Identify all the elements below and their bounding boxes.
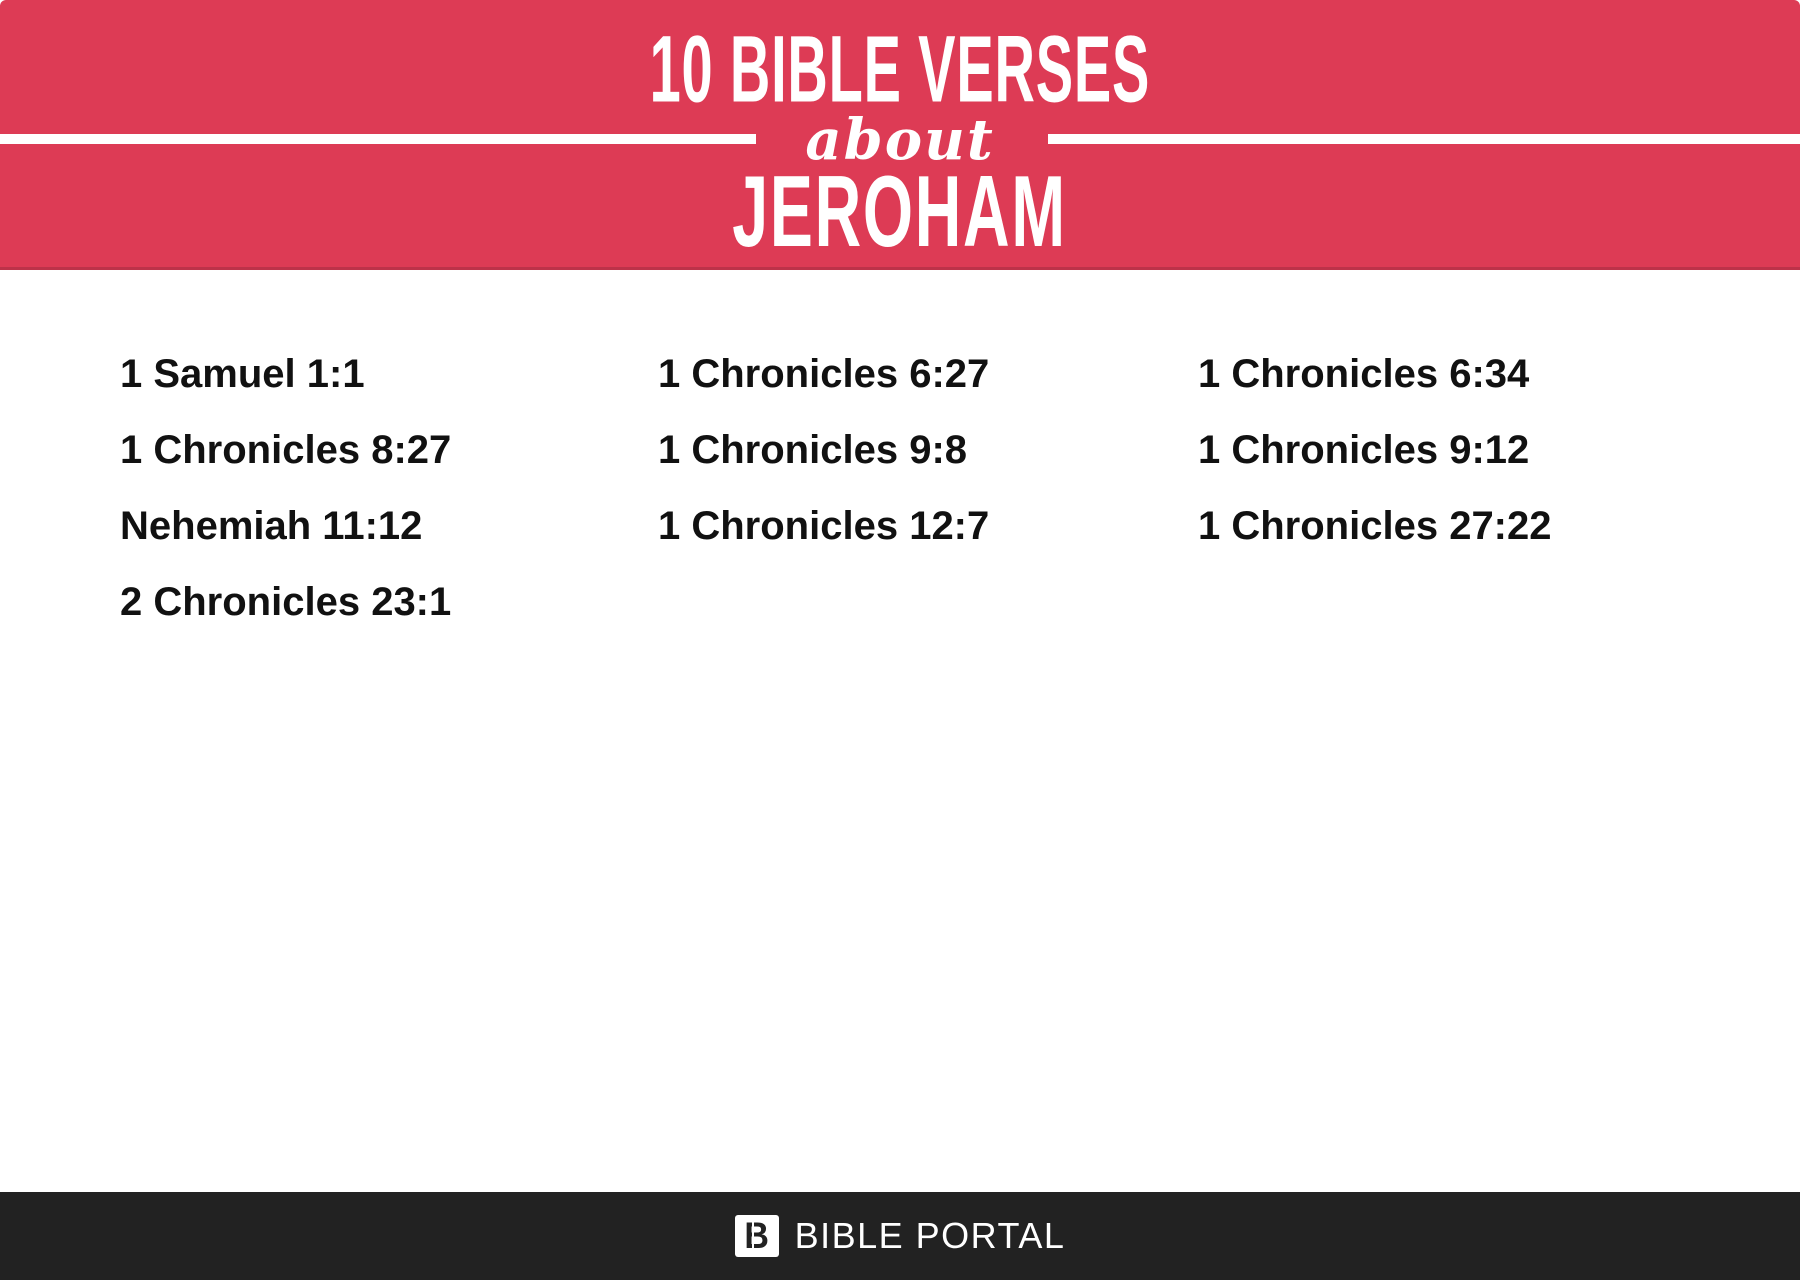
verse-link[interactable]: 1 Chronicles 27:22	[1198, 504, 1552, 548]
title-subject: JEROHAM	[732, 154, 1068, 268]
brand-label: BIBLE PORTAL	[794, 1215, 1066, 1256]
footer-bar: B BIBLE PORTAL	[0, 1192, 1800, 1280]
verse-link[interactable]: 1 Chronicles 6:27	[658, 352, 990, 396]
verse-column-3: 1 Chronicles 6:34 1 Chronicles 9:12 1 Ch…	[1198, 336, 1718, 564]
bible-portal-logo-icon: B	[734, 1215, 779, 1257]
verse-column-1: 1 Samuel 1:1 1 Chronicles 8:27 Nehemiah …	[120, 336, 640, 640]
verse-link[interactable]: 1 Chronicles 6:34	[1198, 352, 1530, 396]
verse-link[interactable]: 1 Chronicles 8:27	[120, 428, 452, 472]
divider-line-right	[1048, 134, 1800, 144]
title-count: 10 BIBLE VERSES	[649, 16, 1151, 122]
verse-link[interactable]: 1 Chronicles 12:7	[658, 504, 990, 548]
verse-link[interactable]: 1 Samuel 1:1	[120, 352, 365, 396]
title-count-row: 10 BIBLE VERSES	[0, 22, 1800, 117]
divider-line-left	[0, 134, 756, 144]
verse-column-2: 1 Chronicles 6:27 1 Chronicles 9:8 1 Chr…	[658, 336, 1178, 564]
title-about: about	[805, 107, 995, 173]
verse-link[interactable]: 2 Chronicles 23:1	[120, 580, 452, 624]
verse-link[interactable]: 1 Chronicles 9:8	[658, 428, 968, 472]
verse-link[interactable]: Nehemiah 11:12	[120, 504, 423, 548]
verse-link[interactable]: 1 Chronicles 9:12	[1198, 428, 1530, 472]
bible-portal-brand[interactable]: B BIBLE PORTAL	[734, 1215, 1066, 1257]
title-about-row: about	[0, 112, 1800, 168]
title-subject-row: JEROHAM	[0, 160, 1800, 261]
header-banner: 10 BIBLE VERSES about JEROHAM	[0, 0, 1800, 270]
logo-letter: B	[744, 1215, 769, 1257]
